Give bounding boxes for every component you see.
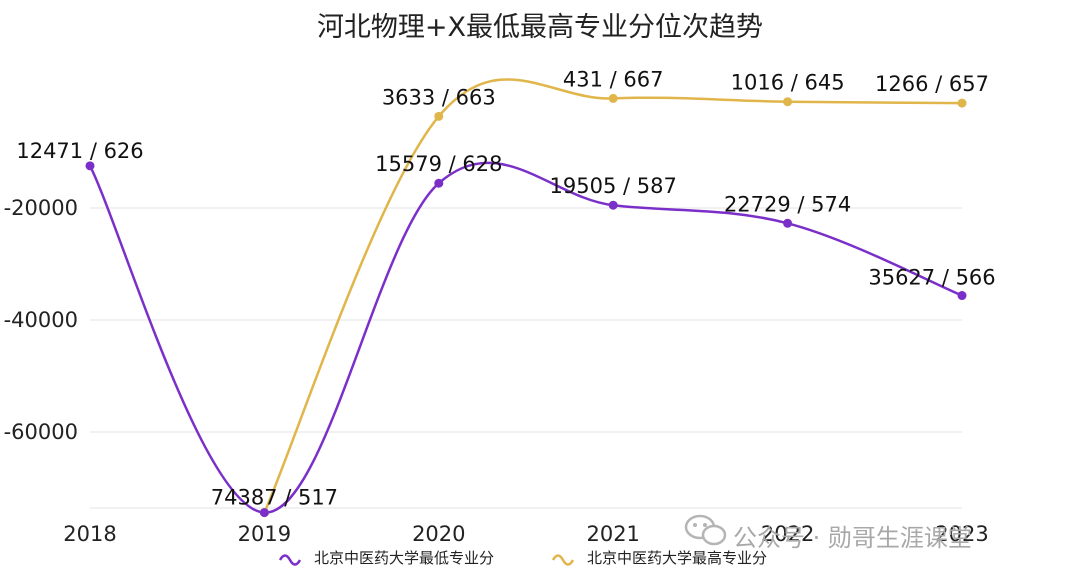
data-label: 3633 / 663	[382, 85, 496, 109]
data-label: 1266 / 657	[875, 72, 989, 96]
y-axis-ticks: -20000 -40000 -60000	[4, 196, 78, 444]
data-point	[957, 98, 967, 108]
series-line-max	[263, 78, 963, 514]
data-point	[783, 218, 793, 228]
legend-label: 北京中医药大学最高专业分	[587, 549, 767, 567]
x-axis-ticks: 2018 2019 2020 2021 2022 2023	[63, 522, 988, 546]
data-labels: 12471 / 626 74387 / 517 15579 / 628 19505 /…	[16, 67, 995, 509]
legend-label: 北京中医药大学最低专业分	[314, 549, 494, 567]
x-tick-label: 2018	[63, 522, 116, 546]
data-point	[85, 161, 95, 171]
y-tick-label: -20000	[4, 196, 78, 220]
data-label: 15579 / 628	[375, 152, 502, 176]
grid-lines	[90, 207, 962, 509]
x-tick-label: 2019	[238, 522, 291, 546]
data-label: 1016 / 645	[731, 71, 845, 95]
y-tick-label: -40000	[4, 308, 78, 332]
data-label: 35627 / 566	[868, 266, 995, 290]
legend-swatch	[278, 554, 302, 566]
legend[interactable]: 北京中医药大学最低专业分 北京中医药大学最高专业分	[278, 549, 767, 567]
data-point	[957, 291, 967, 301]
wechat-icon	[684, 514, 727, 546]
y-tick-label: -60000	[4, 420, 78, 444]
x-tick-label: 2020	[412, 522, 465, 546]
series-lines	[88, 78, 963, 514]
data-point	[608, 93, 618, 103]
data-point	[434, 178, 444, 188]
chart-title: 河北物理+X最低最高专业分位次趋势	[317, 12, 763, 43]
data-point	[783, 97, 793, 107]
legend-swatch	[551, 554, 575, 566]
x-tick-label: 2023	[935, 522, 988, 546]
legend-item[interactable]: 北京中医药大学最高专业分	[551, 549, 767, 567]
data-label: 12471 / 626	[16, 139, 143, 163]
watermark-text: 公众号 · 勋哥生涯课堂	[733, 524, 972, 552]
x-tick-label: 2021	[586, 522, 639, 546]
data-points	[85, 93, 967, 518]
data-point	[434, 111, 444, 121]
data-label: 22729 / 574	[724, 192, 851, 216]
legend-item[interactable]: 北京中医药大学最低专业分	[278, 549, 494, 567]
data-point	[259, 508, 269, 518]
watermark: 公众号 · 勋哥生涯课堂	[684, 514, 972, 552]
data-label: 431 / 667	[563, 67, 664, 91]
data-label: 74387 / 517	[211, 486, 338, 510]
data-label: 19505 / 587	[550, 174, 677, 198]
x-tick-label: 2022	[761, 522, 814, 546]
data-point	[608, 200, 618, 210]
